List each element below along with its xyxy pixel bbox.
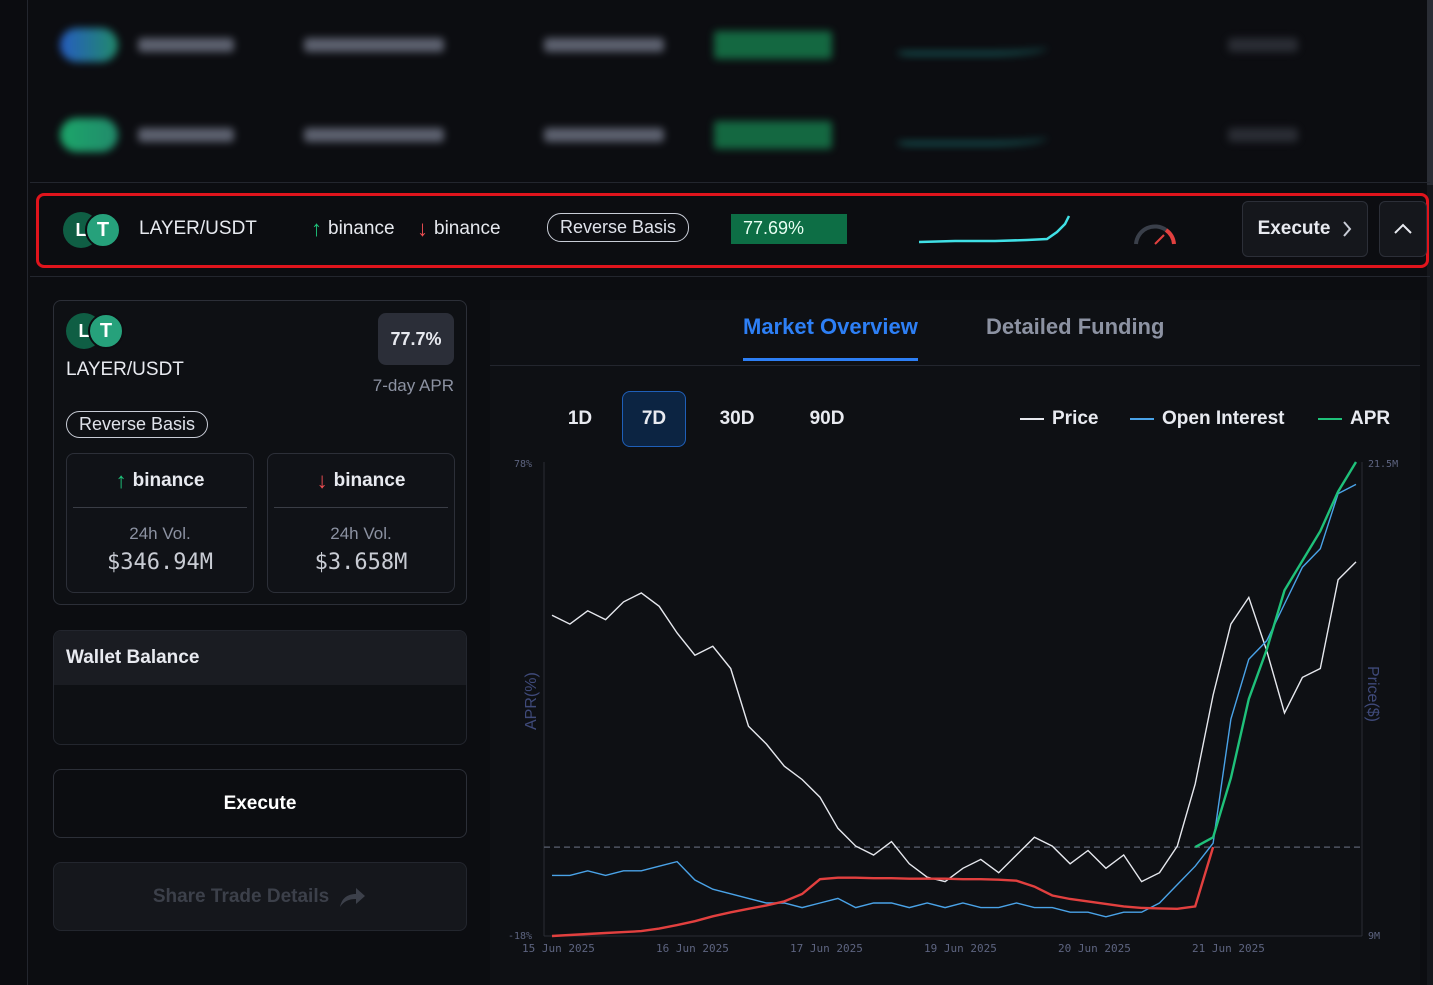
usdt-coin-icon: T	[85, 212, 121, 248]
legend-swatch	[1020, 418, 1044, 420]
share-label: Share Trade Details	[152, 885, 330, 907]
legend-price[interactable]: Price	[1020, 408, 1098, 430]
y-left-axis-title: APR(%)	[523, 672, 540, 730]
execute-trade-button[interactable]: Execute	[53, 769, 467, 838]
legend-swatch	[1318, 418, 1342, 420]
arrow-down-icon: ↓	[417, 216, 428, 241]
apr-caption: 7-day APR	[372, 376, 454, 395]
y-right-tick: 21.5M	[1368, 459, 1398, 470]
page-scrollbar[interactable]	[1427, 0, 1433, 985]
pair-info-card: L T LAYER/USDT 77.7% 7-day APR Reverse B…	[53, 300, 467, 605]
pair-name: LAYER/USDT	[139, 218, 257, 239]
legend-swatch	[1130, 418, 1154, 420]
x-tick-label: 15 Jun 2025	[522, 942, 595, 955]
blurred-row	[30, 90, 1426, 180]
y-right-axis-title: Price($)	[1364, 666, 1381, 722]
wallet-balance-card: Wallet Balance	[53, 630, 467, 745]
legend-open-interest[interactable]: Open Interest	[1130, 408, 1284, 430]
apr-value-box: 77.7%	[378, 313, 454, 365]
exchange-name: binance	[132, 469, 205, 491]
range-90d-button[interactable]: 90D	[809, 408, 845, 429]
coin-pair-icon	[60, 28, 118, 62]
exchange-name: binance	[333, 469, 406, 491]
arrow-up-icon: ↑	[311, 216, 322, 241]
divider	[30, 182, 1430, 183]
vol-value: $346.94M	[107, 550, 213, 575]
tab-detailed-funding[interactable]: Detailed Funding	[986, 314, 1165, 339]
long-exchange: ↑ binance	[311, 218, 395, 240]
range-7d-button[interactable]: 7D	[622, 391, 686, 447]
divider	[30, 276, 1430, 277]
chevron-right-icon	[1343, 221, 1352, 237]
range-30d-button[interactable]: 30D	[719, 408, 755, 429]
market-chart: 78% -18% 21.5M 9M 15 Jun 2025 16 Jun 2025 17 J…	[508, 459, 1398, 955]
scrollbar-thumb[interactable]	[1427, 0, 1433, 185]
vol-label: 24h Vol.	[129, 524, 191, 543]
legend-apr[interactable]: APR	[1318, 408, 1390, 430]
vol-label: 24h Vol.	[330, 524, 392, 543]
left-rail	[0, 0, 28, 985]
strategy-badge: Reverse Basis	[547, 213, 690, 242]
y-right-tick: 9M	[1368, 931, 1380, 942]
tab-market-overview[interactable]: Market Overview	[743, 314, 918, 361]
arrow-down-icon: ↓	[316, 467, 328, 493]
x-tick-label: 16 Jun 2025	[656, 942, 729, 955]
legend-label: APR	[1350, 408, 1391, 429]
share-trade-button[interactable]: Share Trade Details	[53, 862, 467, 931]
series-apr-negative-line	[551, 846, 1215, 938]
coin-pair-icon	[60, 118, 118, 152]
y-left-tick: 78%	[514, 459, 532, 470]
wallet-title: Wallet Balance	[54, 631, 466, 685]
long-exchange-label: binance	[328, 218, 395, 239]
x-tick-label: 19 Jun 2025	[924, 942, 997, 955]
short-exchange-card: ↓ binance 24h Vol. $3.658M	[267, 453, 455, 593]
usdt-coin-icon: T	[88, 313, 124, 349]
short-exchange-label: binance	[434, 218, 501, 239]
legend-label: Open Interest	[1162, 408, 1285, 429]
risk-gauge-icon	[1134, 224, 1176, 245]
card-pair-name: LAYER/USDT	[66, 359, 184, 380]
opportunity-row[interactable]: L T LAYER/USDT ↑ binance ↓ binance Rever…	[36, 193, 1429, 268]
apr-badge: 77.69%	[731, 214, 847, 244]
chevron-up-icon	[1394, 223, 1412, 234]
arrow-up-icon: ↑	[115, 467, 127, 493]
long-exchange-card: ↑ binance 24h Vol. $346.94M	[66, 453, 254, 593]
blurred-row	[30, 0, 1426, 90]
strategy-badge: Reverse Basis	[66, 411, 209, 438]
coin-pair-icon: L T	[63, 212, 123, 248]
execute-button[interactable]: Execute	[1242, 201, 1368, 257]
series-price-line	[551, 561, 1357, 883]
x-tick-label: 17 Jun 2025	[790, 942, 863, 955]
execute-label: Execute	[1257, 218, 1331, 239]
collapse-button[interactable]	[1379, 201, 1427, 257]
short-exchange: ↓ binance	[417, 218, 501, 240]
chart-panel: Market Overview Detailed Funding 1D 7D 3…	[490, 300, 1420, 985]
chart-tabs: Market Overview Detailed Funding	[490, 300, 1420, 366]
coin-pair-icon: L T	[66, 313, 126, 349]
vol-value: $3.658M	[314, 550, 408, 575]
share-arrow-icon	[340, 887, 366, 907]
range-1d-button[interactable]: 1D	[567, 408, 593, 429]
x-tick-label: 21 Jun 2025	[1192, 942, 1265, 955]
apr-sparkline	[918, 215, 1071, 244]
series-open-interest-line	[552, 483, 1357, 918]
legend-label: Price	[1052, 408, 1099, 429]
y-left-tick: -18%	[508, 931, 532, 942]
series-apr-positive-line	[1194, 461, 1358, 849]
x-tick-label: 20 Jun 2025	[1058, 942, 1131, 955]
